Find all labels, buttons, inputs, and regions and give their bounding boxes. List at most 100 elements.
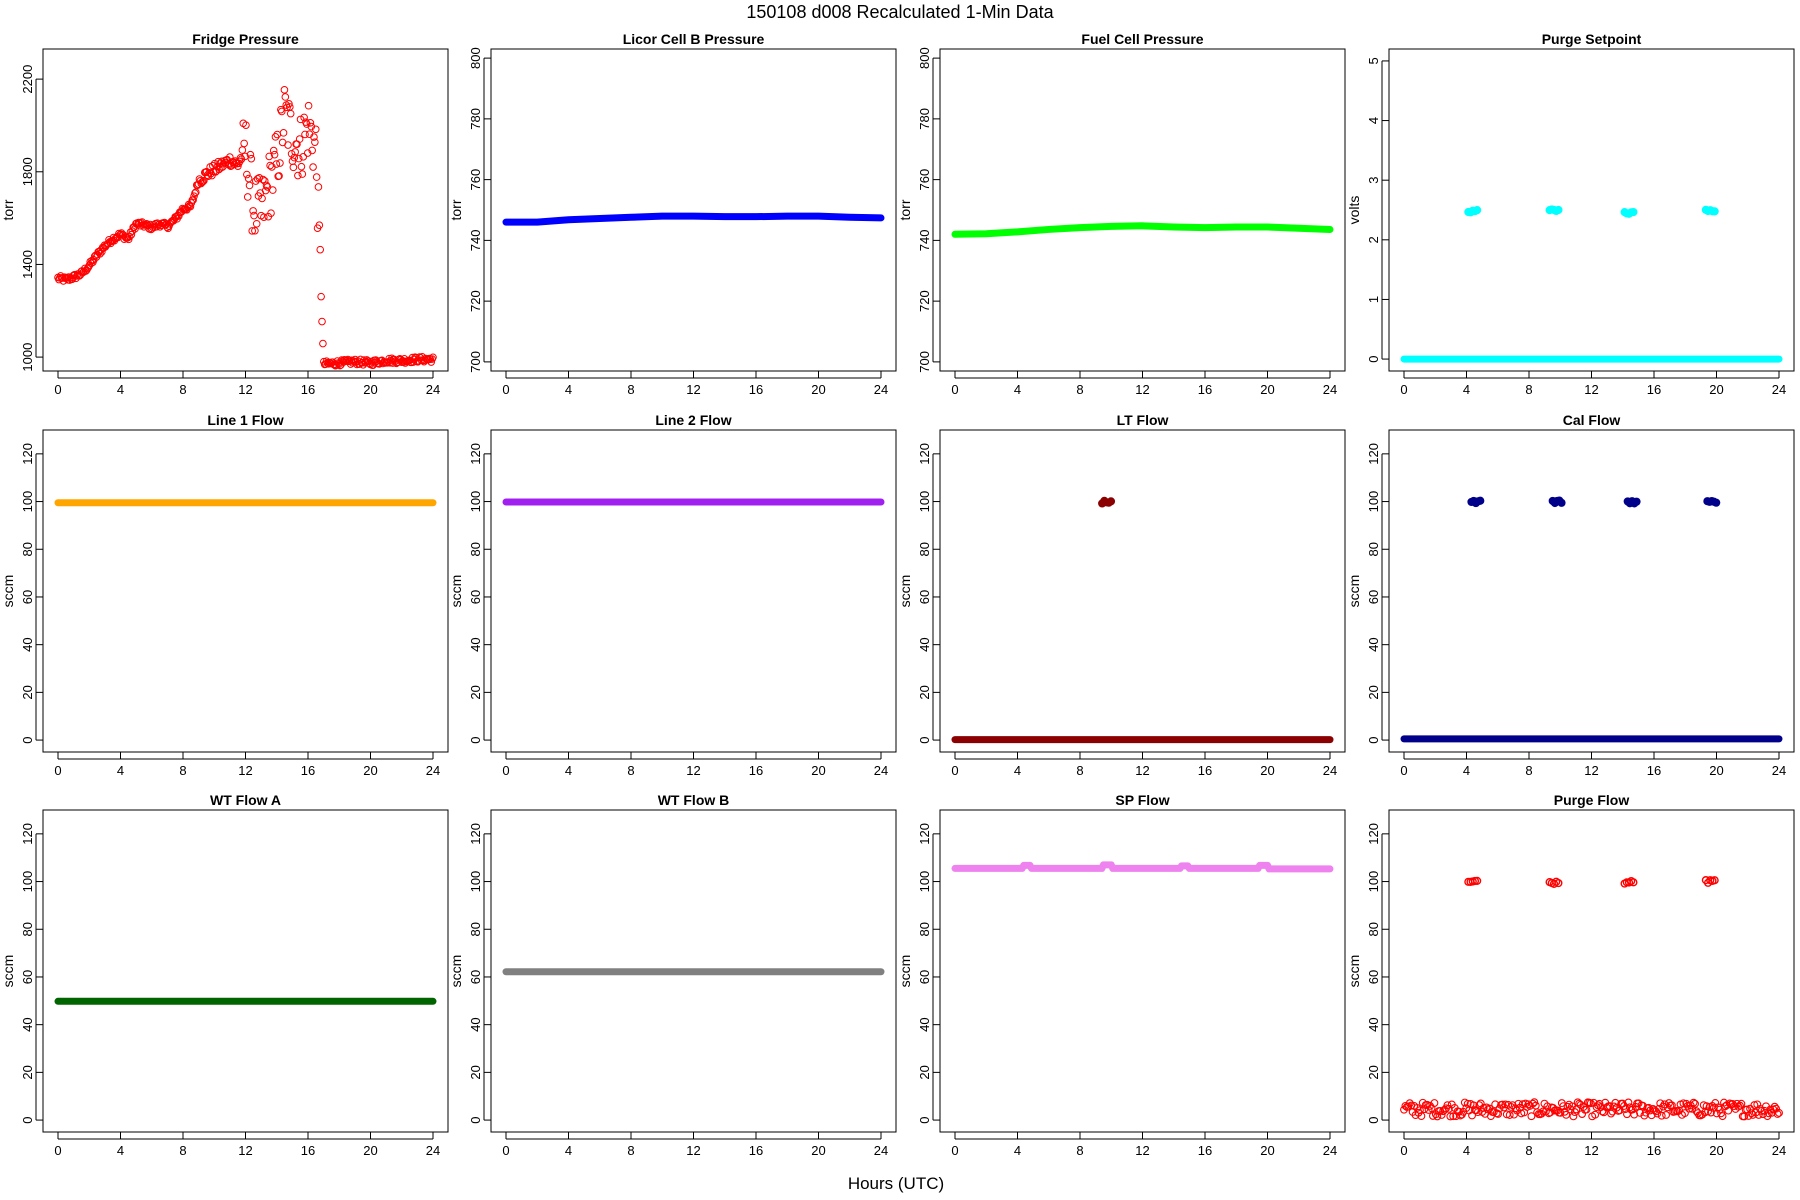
data-point	[1554, 878, 1563, 888]
x-tick-label: 4	[117, 763, 124, 778]
x-tick-label: 16	[301, 382, 315, 397]
y-tick-label: 20	[1366, 1065, 1381, 1079]
data-point	[1770, 1102, 1779, 1111]
x-tick-label: 16	[1647, 382, 1661, 397]
y-tick-label: 0	[1366, 1116, 1381, 1123]
y-tick-label: 80	[1366, 922, 1381, 936]
y-tick-label: 760	[917, 169, 932, 191]
x-tick-label: 8	[179, 382, 186, 397]
data-point	[199, 177, 207, 186]
panel-fridge-pressure: Fridge Pressure 0 4 8 12 16 20 24 1000 1400 1800 22…	[0, 31, 449, 397]
y-axis-label: sccm	[897, 955, 913, 988]
data-point	[1718, 1112, 1727, 1121]
data-line	[951, 861, 1334, 873]
data-point	[310, 133, 318, 141]
x-axis-label: Hours (UTC)	[848, 1174, 944, 1193]
y-tick-label: 120	[917, 443, 932, 465]
data-point	[1764, 1109, 1773, 1118]
y-tick-label: 2200	[20, 65, 35, 94]
data-point	[98, 247, 106, 256]
data-series	[502, 212, 885, 226]
y-tick-label: 100	[468, 491, 483, 513]
data-point	[1750, 1101, 1759, 1110]
data-point	[250, 211, 258, 220]
data-point	[1710, 876, 1719, 885]
y-tick-label: 40	[20, 1017, 35, 1031]
panel-sp-flow: SP Flow 0 4 8 12 16 20 24 0 20 40 60 80 100 120 sccm	[897, 792, 1346, 1158]
panel-title: Licor Cell B Pressure	[623, 31, 765, 47]
data-point	[315, 221, 324, 230]
y-tick-label: 5	[1366, 57, 1381, 64]
y-axis-label: sccm	[0, 955, 16, 988]
x-tick-label: 12	[686, 763, 700, 778]
data-point	[1653, 1109, 1662, 1118]
data-point	[289, 163, 298, 172]
y-tick-label: 700	[468, 351, 483, 373]
data-point	[276, 159, 284, 167]
panel-title: Line 1 Flow	[207, 412, 283, 428]
data-point	[258, 194, 266, 203]
x-tick-label: 20	[1260, 763, 1274, 778]
y-tick-label: 80	[917, 542, 932, 556]
data-point	[429, 353, 437, 362]
y-tick-label: 60	[917, 590, 932, 604]
panel-title: Cal Flow	[1563, 412, 1621, 428]
x-tick-label: 8	[627, 763, 634, 778]
data-point	[1689, 1098, 1698, 1107]
y-tick-label: 760	[468, 169, 483, 191]
data-point	[1539, 1107, 1547, 1116]
x-tick-label: 8	[179, 763, 186, 778]
y-tick-label: 40	[468, 637, 483, 651]
data-point	[272, 160, 281, 168]
y-tick-label: 60	[917, 970, 932, 984]
x-tick-label: 8	[1076, 1143, 1083, 1158]
data-line	[502, 212, 885, 226]
y-tick-label: 20	[468, 685, 483, 699]
y-tick-label: 60	[1366, 970, 1381, 984]
x-tick-label: 12	[1584, 763, 1598, 778]
data-point	[261, 186, 270, 195]
data-point	[318, 317, 326, 326]
data-point	[192, 188, 200, 196]
data-point	[1703, 878, 1713, 887]
data-point	[1715, 1105, 1724, 1114]
y-tick-label: 20	[1366, 685, 1381, 699]
data-series	[1467, 496, 1721, 508]
data-point	[1473, 206, 1482, 215]
x-tick-label: 8	[1525, 1143, 1532, 1158]
x-tick-label: 20	[811, 382, 825, 397]
y-axis-label: sccm	[448, 955, 464, 988]
data-point	[265, 152, 274, 161]
y-tick-label: 60	[20, 970, 35, 984]
panel-lt-flow: LT Flow 0 4 8 12 16 20 24 0 20 40 60 80 100 120 sccm	[897, 412, 1346, 778]
data-point	[243, 170, 251, 179]
x-tick-label: 24	[1323, 382, 1337, 397]
data-point	[249, 207, 257, 215]
x-tick-label: 0	[951, 382, 958, 397]
data-point	[127, 230, 136, 239]
plot-frame	[939, 429, 1346, 753]
x-tick-label: 20	[1709, 763, 1723, 778]
data-point	[260, 213, 268, 221]
data-point	[1417, 1112, 1426, 1120]
plot-frame	[939, 48, 1346, 372]
data-point	[1747, 1109, 1756, 1118]
x-tick-label: 24	[1772, 763, 1786, 778]
panel-title: Purge Setpoint	[1542, 31, 1642, 47]
x-tick-label: 16	[301, 1143, 315, 1158]
data-point	[1657, 1111, 1666, 1120]
panel-line-1-flow: Line 1 Flow 0 4 8 12 16 20 24 0 20 40 60 80 100 120 scc…	[0, 412, 449, 778]
data-point	[238, 146, 247, 154]
y-tick-label: 0	[20, 1116, 35, 1123]
x-tick-label: 0	[502, 382, 509, 397]
x-tick-label: 4	[565, 763, 572, 778]
x-tick-label: 4	[1463, 1143, 1470, 1158]
x-tick-label: 4	[1463, 763, 1470, 778]
data-point	[1775, 1108, 1783, 1117]
y-tick-label: 20	[917, 685, 932, 699]
y-tick-label: 1	[1366, 296, 1381, 303]
data-point	[1632, 497, 1641, 506]
data-point	[1549, 879, 1559, 888]
data-point	[1446, 1112, 1455, 1121]
